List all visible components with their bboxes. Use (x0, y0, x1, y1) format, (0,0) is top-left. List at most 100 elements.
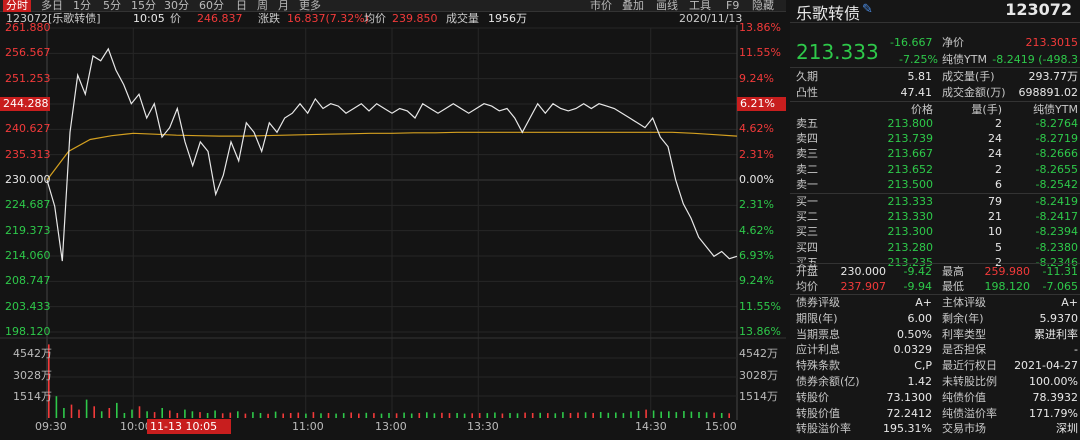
volume-bar (486, 413, 489, 418)
quote-value: 213.3015 (1025, 36, 1079, 49)
info-value: 深圳 (1056, 422, 1078, 436)
volume-axis-label: 4542万 (739, 347, 778, 360)
toolbar-action-3[interactable]: 工具 (689, 0, 711, 12)
toolbar-action-2[interactable]: 画线 (656, 0, 678, 12)
info-label: 主体评级 (942, 296, 986, 309)
volume-bar (214, 410, 216, 418)
tab-0[interactable]: 分时 (3, 0, 31, 12)
level-qty: 2 (995, 256, 1002, 269)
level-label: 买三 (796, 225, 818, 239)
col-ytm: 纯债YTM (1033, 103, 1078, 116)
current-pct-tag: 6.21% (737, 97, 786, 111)
volume-bar (592, 413, 594, 418)
level-ytm: -8.2394 (1035, 225, 1078, 239)
info-value: 2021-04-27 (1014, 359, 1078, 373)
info-label: 是否担保 (942, 343, 986, 357)
bond-info-row: 转股价 73.1300 纯债价值 78.3932 (790, 391, 1080, 404)
level-qty: 5 (995, 240, 1002, 254)
info-value: - (1074, 343, 1078, 357)
volume-bar (289, 413, 292, 418)
security-code-name: 123072[乐歌转债] (6, 12, 101, 25)
tab-1[interactable]: 多日 (41, 0, 63, 12)
level-ytm: -8.2419 (1035, 195, 1078, 208)
stat-label: 久期 (796, 70, 818, 83)
tab-7[interactable]: 日 (236, 0, 247, 12)
info-value: 0.50% (897, 327, 932, 341)
tab-10[interactable]: 更多 (299, 0, 321, 12)
toolbar-action-4[interactable]: F9 (726, 0, 740, 12)
level-qty: 79 (988, 195, 1002, 208)
pct-axis-label: 4.62% (739, 223, 774, 237)
tab-6[interactable]: 60分 (199, 0, 224, 12)
ohlc-change: -7.065 (1042, 280, 1078, 293)
price-axis-label: 214.060 (5, 249, 51, 262)
volume-bar (55, 396, 58, 418)
order-book-row[interactable]: 买一 213.333 79 -8.2419 (790, 195, 1080, 208)
info-value: 5.9370 (1039, 311, 1079, 325)
tab-5[interactable]: 30分 (164, 0, 189, 12)
order-book-row[interactable]: 买三 213.300 10 -8.2394 (790, 225, 1080, 238)
volume-axis-label: 1514万 (13, 390, 52, 403)
tab-3[interactable]: 5分 (103, 0, 121, 12)
ohlc-change: -9.42 (903, 265, 932, 278)
ohlc-value: 230.000 (840, 265, 887, 278)
level-label: 买二 (796, 210, 818, 224)
volume-bar (403, 412, 405, 418)
order-book-row[interactable]: 买二 213.330 21 -8.2417 (790, 210, 1080, 223)
stat-label: 凸性 (796, 86, 818, 99)
pct-axis-label: 9.24% (739, 274, 774, 288)
level-label: 卖三 (796, 147, 818, 161)
tab-4[interactable]: 15分 (131, 0, 156, 12)
ohlc-value: 259.980 (984, 265, 1031, 278)
order-book-row[interactable]: 卖二 213.652 2 -8.2655 (790, 163, 1080, 176)
volume-bar (607, 412, 610, 418)
tab-8[interactable]: 周 (257, 0, 268, 12)
level-qty: 2 (995, 117, 1002, 130)
time-axis-label: 14:30 (635, 420, 667, 433)
volume-bar (524, 412, 526, 418)
volume-bar (501, 413, 504, 418)
col-price: 价格 (911, 103, 933, 116)
volume-bar (297, 412, 300, 418)
volume-bar (690, 411, 693, 418)
divider (790, 193, 1080, 194)
order-book-row[interactable]: 卖三 213.667 24 -8.2666 (790, 147, 1080, 160)
order-book-row[interactable]: 卖四 213.739 24 -8.2719 (790, 132, 1080, 145)
volume-bar (569, 413, 572, 418)
order-book-row[interactable]: 买五 213.235 2 -8.2346 (790, 256, 1080, 269)
volume-bar (100, 411, 103, 418)
volume-bar (93, 406, 95, 418)
tab-9[interactable]: 月 (278, 0, 289, 12)
volume-bar (547, 413, 549, 418)
info-label: 未转股比例 (942, 375, 997, 388)
volume-axis-label: 3028万 (13, 369, 52, 382)
level-price: 213.330 (887, 210, 934, 224)
order-book-row[interactable]: 卖一 213.500 6 -8.2542 (790, 178, 1080, 191)
col-qty: 量(手) (971, 103, 1002, 116)
toolbar-action-5[interactable]: 隐藏 (752, 0, 774, 12)
toolbar-action-0[interactable]: 市价 (590, 0, 612, 12)
level-price: 213.800 (887, 117, 934, 130)
toolbar-action-1[interactable]: 叠加 (622, 0, 644, 12)
info-label: 债券评级 (796, 296, 840, 309)
level-label: 卖四 (796, 132, 818, 146)
volume-bar (282, 413, 284, 418)
volume-bar (116, 402, 118, 418)
volume-bar (176, 413, 179, 418)
bond-info-row: 应计利息 0.0329 是否担保 - (790, 343, 1080, 356)
level-qty: 6 (995, 177, 1002, 191)
volume-bar (221, 413, 224, 418)
volume-bar (184, 409, 186, 418)
toolbar: 分时 多日 1分 5分 15分 30分 60分日周月更多 市价 叠加 画线 工具 F9 隐藏 (0, 0, 786, 12)
ohlc-row: 均价 237.907 -9.94 最低 198.120 -7.065 (790, 280, 1080, 293)
info-value: 100.00% (1029, 375, 1078, 388)
info-value: 73.1300 (886, 390, 933, 404)
level-qty: 24 (988, 147, 1002, 161)
order-book-row[interactable]: 卖五 213.800 2 -8.2764 (790, 117, 1080, 130)
tab-2[interactable]: 1分 (73, 0, 91, 12)
order-book-row[interactable]: 买四 213.280 5 -8.2380 (790, 241, 1080, 254)
volume-bar (191, 411, 194, 418)
info-value: A+ (1061, 296, 1078, 309)
edit-icon[interactable]: ✎ (862, 2, 873, 17)
intraday-chart[interactable] (0, 25, 786, 420)
